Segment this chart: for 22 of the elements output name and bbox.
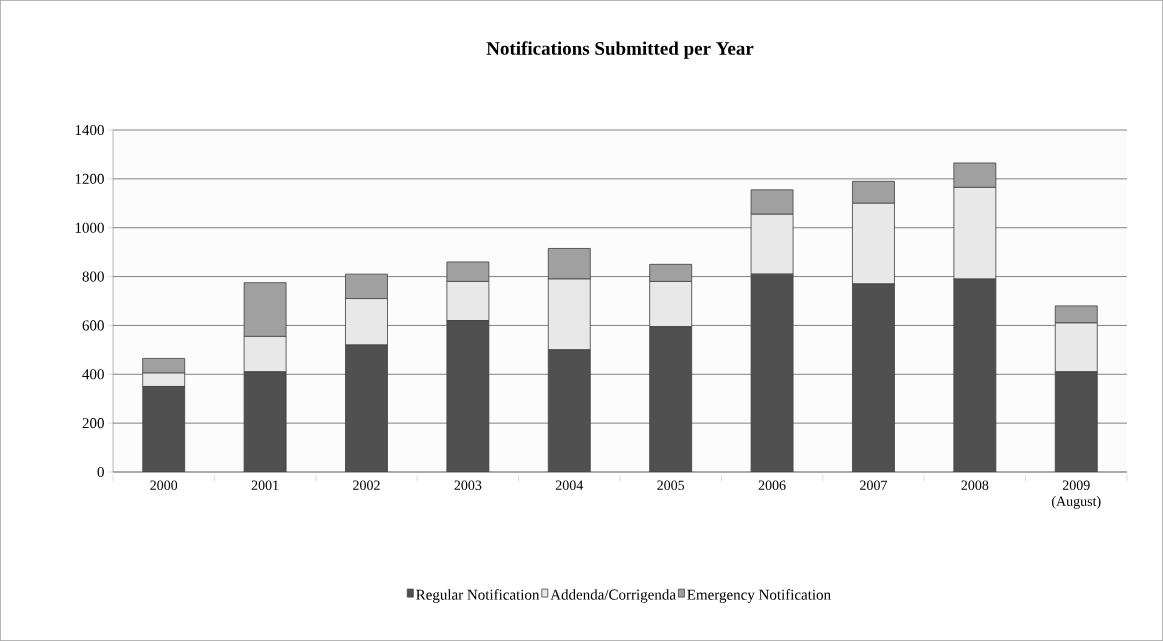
- x-tick-label: 2000: [150, 480, 178, 490]
- x-tick-label: 2008: [961, 480, 989, 490]
- x-tick-label: 2007: [860, 480, 888, 490]
- legend-label: Addenda/Corrigenda: [550, 589, 676, 603]
- y-tick-label: 600: [82, 320, 104, 331]
- y-tick-label: 1000: [75, 222, 104, 233]
- y-tick-label: 400: [82, 369, 104, 380]
- legend-label: Emergency Notification: [687, 589, 831, 603]
- x-tick-label: 2004: [555, 480, 584, 490]
- y-tick-label: 200: [82, 418, 104, 429]
- x-tick-label: 2006: [758, 480, 786, 490]
- x-tick-label: 2001: [251, 480, 279, 490]
- y-tick-label: 0: [97, 466, 104, 478]
- chart-title: Notifications Submitted per Year: [486, 41, 754, 59]
- y-tick-label: 800: [82, 271, 104, 282]
- x-tick-label: 2003: [454, 480, 482, 490]
- x-tick-label: 2005: [657, 480, 685, 490]
- y-tick-label: 1400: [75, 124, 104, 136]
- legend-label: Regular Notification: [416, 589, 540, 603]
- y-tick-label: 1200: [75, 173, 104, 184]
- x-tick-label: 2009 (August): [1051, 480, 1101, 509]
- x-tick-label: 2002: [353, 480, 380, 490]
